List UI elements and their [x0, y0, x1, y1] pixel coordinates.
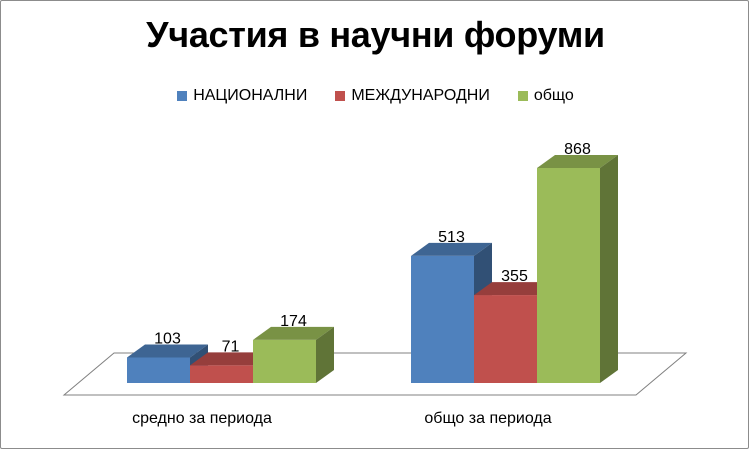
bar-top-national-1 — [411, 242, 492, 256]
bar-top-international-1 — [474, 282, 555, 296]
bar-total-1 — [537, 168, 600, 383]
bar-national-0 — [127, 357, 190, 383]
bar-top-total-1 — [537, 155, 618, 168]
legend-swatch-national — [177, 91, 188, 101]
chart-title: Участия в научни форуми — [146, 14, 605, 55]
bar-international-0 — [190, 365, 253, 383]
chart-legend: НАЦИОНАЛНИ МЕЖДУНАРОДНИ общо — [0, 87, 751, 105]
data-label-international-1: 355 — [501, 268, 528, 285]
legend-item-international: МЕЖДУНАРОДНИ — [335, 87, 490, 105]
category-label-total: общо за периода — [424, 410, 552, 427]
bar-national-1 — [411, 255, 474, 383]
category-label-average: средно за периода — [132, 410, 272, 427]
bar-top-international-0 — [190, 352, 271, 366]
legend-item-national: НАЦИОНАЛНИ — [177, 87, 307, 105]
data-label-national-1: 513 — [438, 229, 465, 246]
data-label-national-0: 103 — [154, 330, 181, 347]
data-label-total-1: 868 — [564, 141, 591, 158]
legend-label-total: общо — [533, 87, 574, 104]
bar-side-total-1 — [600, 155, 618, 383]
data-label-international-0: 71 — [222, 338, 240, 355]
bar-top-national-0 — [127, 344, 208, 358]
legend-label-national: НАЦИОНАЛНИ — [193, 87, 308, 104]
bar-total-0 — [253, 339, 316, 383]
bar-side-total-0 — [316, 326, 334, 383]
bar-top-total-0 — [253, 326, 334, 340]
legend-swatch-international — [335, 91, 346, 101]
bar-international-1 — [474, 295, 537, 383]
legend-item-total: общо — [517, 87, 574, 105]
legend-label-international: МЕЖДУНАРОДНИ — [351, 87, 490, 104]
legend-swatch-total — [517, 91, 528, 101]
data-label-total-0: 174 — [280, 313, 307, 330]
